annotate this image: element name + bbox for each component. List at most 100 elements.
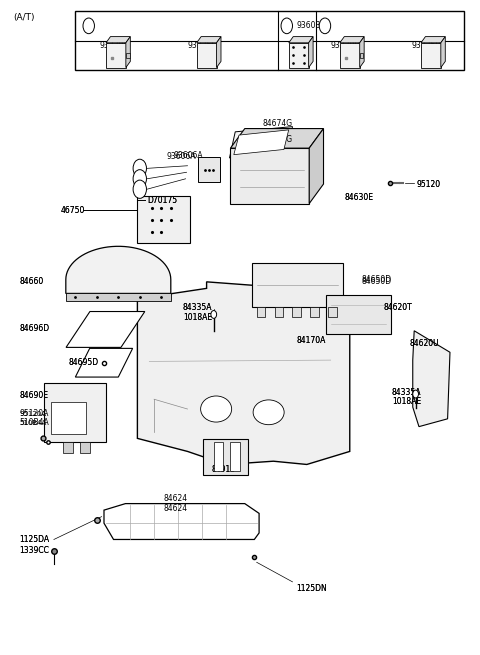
Circle shape	[133, 159, 146, 178]
Text: 93606A: 93606A	[166, 152, 196, 161]
Circle shape	[211, 310, 216, 318]
Polygon shape	[44, 383, 107, 441]
Polygon shape	[229, 126, 292, 158]
Text: b: b	[137, 174, 142, 183]
Text: 84335A: 84335A	[183, 303, 212, 312]
Polygon shape	[216, 37, 221, 67]
Text: 84335A: 84335A	[392, 388, 421, 397]
Circle shape	[133, 170, 146, 188]
Text: 93335R: 93335R	[412, 41, 442, 50]
Text: 95120: 95120	[417, 179, 441, 189]
Polygon shape	[289, 43, 309, 67]
Text: 1125DA: 1125DA	[20, 535, 49, 544]
Polygon shape	[203, 439, 248, 475]
Text: 84660: 84660	[20, 277, 44, 286]
Text: 93330R: 93330R	[331, 41, 360, 50]
Text: 84696D: 84696D	[20, 324, 49, 333]
Text: 1339CC: 1339CC	[20, 546, 49, 555]
Circle shape	[413, 390, 419, 398]
Text: 84695D: 84695D	[68, 358, 98, 367]
Circle shape	[83, 18, 95, 33]
Text: 84170A: 84170A	[296, 336, 326, 345]
Bar	[328, 307, 337, 317]
Text: 84650D: 84650D	[362, 277, 392, 286]
Polygon shape	[104, 504, 259, 540]
Bar	[292, 307, 301, 317]
Polygon shape	[66, 312, 145, 347]
Text: 84913: 84913	[211, 465, 236, 474]
Polygon shape	[198, 157, 220, 182]
Text: 95120A: 95120A	[20, 411, 47, 417]
Polygon shape	[360, 52, 363, 58]
Polygon shape	[421, 37, 445, 43]
Text: b: b	[284, 22, 289, 30]
Text: 84624: 84624	[164, 504, 188, 514]
Polygon shape	[230, 128, 324, 148]
Text: 84335A: 84335A	[392, 388, 421, 397]
Text: 84620U: 84620U	[410, 339, 440, 348]
Polygon shape	[126, 37, 130, 67]
Bar	[214, 442, 223, 472]
Text: 84650D: 84650D	[362, 275, 392, 284]
Polygon shape	[340, 37, 364, 43]
Polygon shape	[289, 37, 313, 43]
Text: 93606A: 93606A	[173, 151, 203, 160]
Text: D70175: D70175	[147, 196, 177, 205]
Polygon shape	[75, 348, 132, 377]
Polygon shape	[413, 331, 450, 426]
Bar	[75, 11, 464, 70]
Text: 84630E: 84630E	[345, 193, 374, 202]
Text: 84620T: 84620T	[383, 303, 412, 312]
Text: D70175: D70175	[147, 196, 177, 205]
Text: 1018AE: 1018AE	[183, 312, 212, 322]
Text: 84660: 84660	[20, 277, 44, 286]
Bar	[230, 442, 240, 472]
Text: 1125DA: 1125DA	[20, 535, 49, 544]
Text: 84620U: 84620U	[410, 339, 440, 348]
Text: 1018AE: 1018AE	[183, 312, 212, 322]
Text: 84690E: 84690E	[20, 392, 48, 400]
Text: 93603C: 93603C	[296, 22, 326, 30]
Bar	[66, 293, 171, 301]
Text: 1125DN: 1125DN	[296, 584, 327, 593]
Text: 84913: 84913	[211, 465, 236, 474]
Circle shape	[319, 18, 331, 33]
Text: 95120: 95120	[417, 179, 441, 189]
Polygon shape	[137, 196, 190, 244]
Polygon shape	[309, 128, 324, 204]
Bar	[63, 441, 73, 453]
Bar	[275, 307, 283, 317]
Bar	[257, 307, 265, 317]
Text: 84630E: 84630E	[345, 193, 374, 202]
Polygon shape	[106, 43, 126, 67]
Bar	[51, 402, 85, 434]
Polygon shape	[106, 37, 130, 43]
Polygon shape	[126, 52, 130, 58]
Text: 46750: 46750	[61, 206, 85, 215]
Polygon shape	[197, 43, 216, 67]
Text: 510B4A: 510B4A	[20, 419, 49, 427]
Text: 84674G: 84674G	[263, 135, 293, 144]
Ellipse shape	[201, 396, 232, 422]
Text: 95120A: 95120A	[20, 409, 49, 418]
Text: 84690E: 84690E	[20, 392, 48, 400]
Text: c: c	[323, 22, 327, 30]
Text: 84624: 84624	[164, 494, 188, 503]
Polygon shape	[230, 148, 309, 204]
Bar	[80, 441, 90, 453]
Text: 1125DN: 1125DN	[296, 584, 327, 593]
Polygon shape	[234, 130, 288, 155]
Circle shape	[133, 180, 146, 198]
Polygon shape	[137, 282, 350, 464]
Text: 46750: 46750	[61, 206, 85, 215]
Text: 84696D: 84696D	[20, 324, 49, 333]
Text: 1018AE: 1018AE	[392, 398, 421, 406]
Polygon shape	[441, 37, 445, 67]
Text: 1339CC: 1339CC	[20, 546, 49, 555]
Text: 84170A: 84170A	[296, 336, 326, 345]
Text: a: a	[137, 164, 142, 173]
Ellipse shape	[253, 400, 284, 424]
Polygon shape	[360, 37, 364, 67]
Polygon shape	[66, 246, 171, 293]
Polygon shape	[326, 295, 391, 334]
